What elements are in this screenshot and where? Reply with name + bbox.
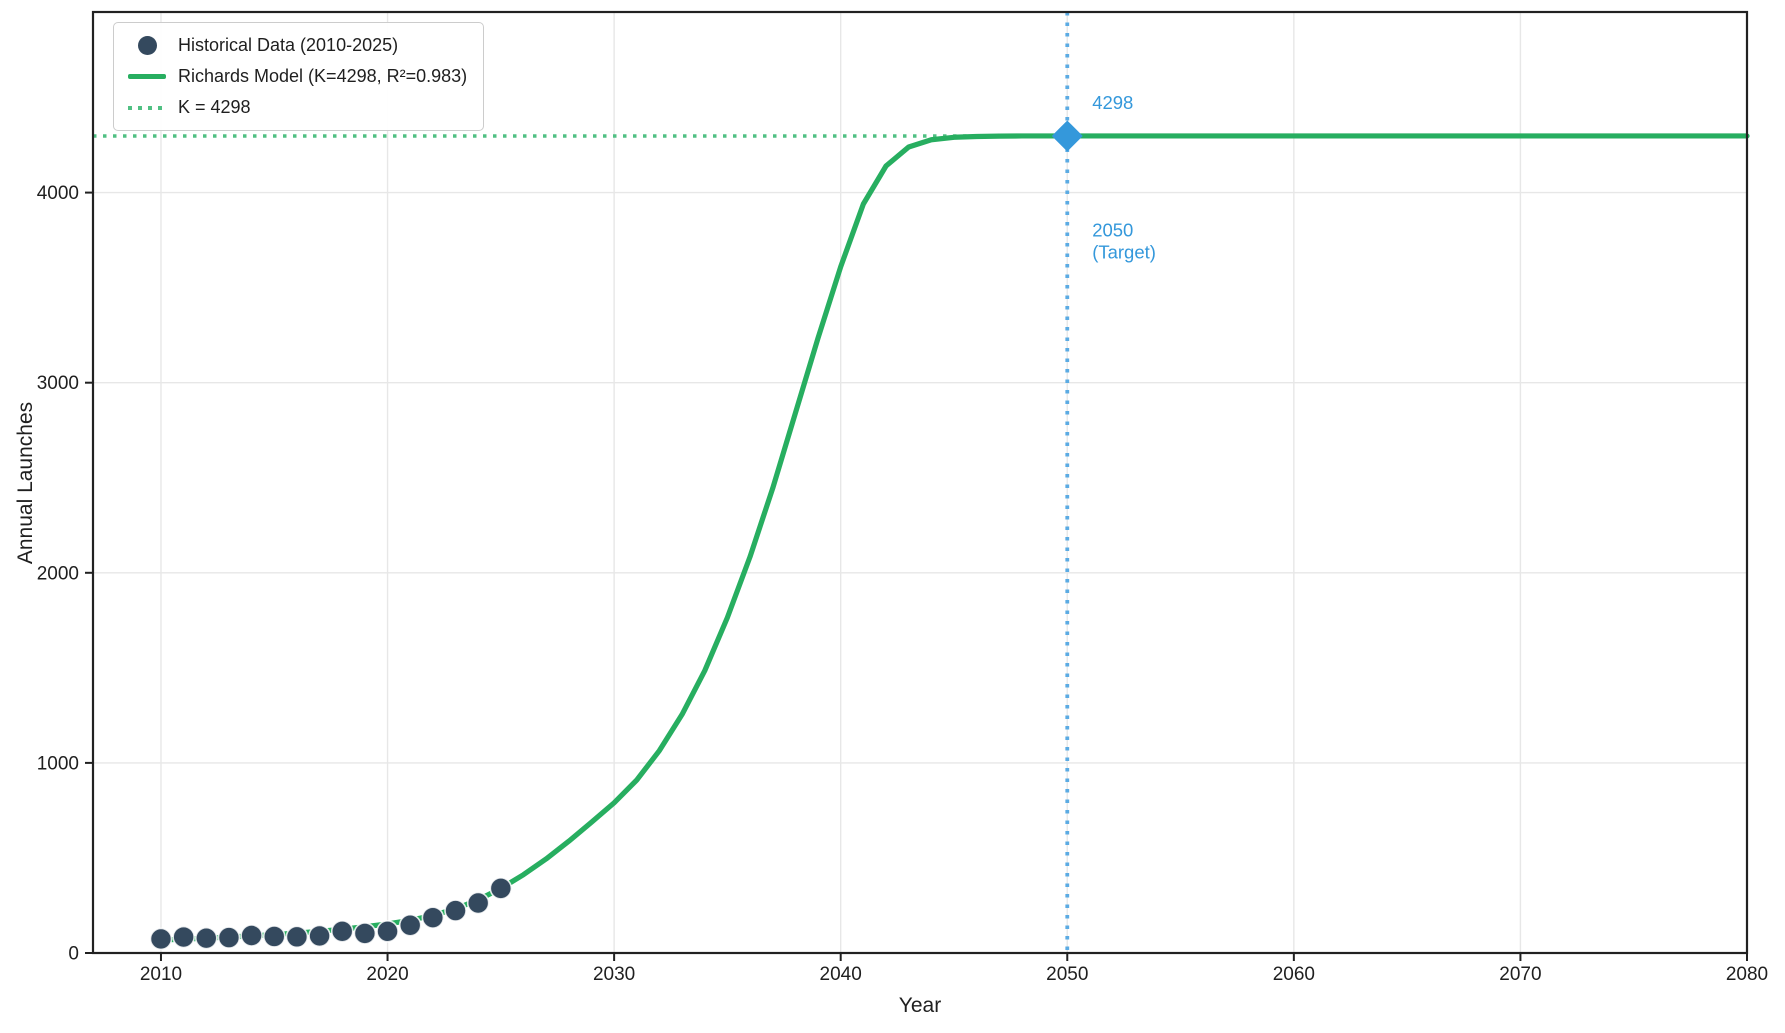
legend-box: Historical Data (2010-2025) Richards Mode… [113,22,485,131]
x-tick-label: 2040 [820,964,862,985]
annotation-4298: 4298 [1092,92,1133,113]
legend-label: Richards Model (K=4298, R²=0.983) [178,66,468,86]
historical-data-point [217,926,241,949]
historical-data-point [262,925,286,948]
historical-data-point [149,927,173,951]
historical-data-point [285,925,309,949]
historical-data-point [398,913,422,937]
annotation-target: (Target) [1092,241,1156,262]
legend-item: Historical Data (2010-2025) [124,32,467,59]
x-tick-label: 2060 [1273,964,1315,985]
x-tick-label: 2020 [366,964,408,985]
historical-data-point [330,920,354,943]
annotation-2050: 2050 [1092,220,1133,241]
historical-data-point [240,924,263,947]
y-tick-label: 2000 [37,563,79,584]
x-tick-label: 2050 [1046,964,1088,985]
historical-data-point [172,925,195,949]
y-axis-title: Annual Launches [14,401,37,564]
historical-data-point [376,920,399,943]
y-tick-label: 4000 [37,183,79,204]
historical-data-point [353,922,377,945]
historical-data-point [444,899,467,922]
x-tick-label: 2070 [1499,964,1541,985]
richards-model-curve [158,133,1750,943]
historical-data-point [489,877,513,900]
x-tick-label: 2010 [140,964,182,985]
historical-data-point [466,891,490,915]
legend-label: Historical Data (2010-2025) [178,35,399,55]
target-diamond-marker [1051,120,1083,152]
legend-label: K = 4298 [178,97,251,117]
legend-item: Richards Model (K=4298, R²=0.983) [124,63,467,90]
plot-border [91,10,1749,955]
legend-scatter-marker-icon [124,36,170,55]
x-axis-title: Year [898,994,942,1017]
historical-data-point [194,926,218,950]
y-tick-label: 0 [68,944,79,965]
y-tick-label: 1000 [37,753,79,774]
historical-data-point [308,924,331,948]
y-tick-label: 3000 [37,373,79,394]
legend-dotted-marker-icon [124,105,170,110]
x-tick-label: 2030 [593,964,635,985]
historical-data-point [421,906,445,929]
legend-item: K = 4298 [124,94,467,121]
legend-line-marker-icon [124,74,170,79]
x-tick-label: 2080 [1726,964,1768,985]
